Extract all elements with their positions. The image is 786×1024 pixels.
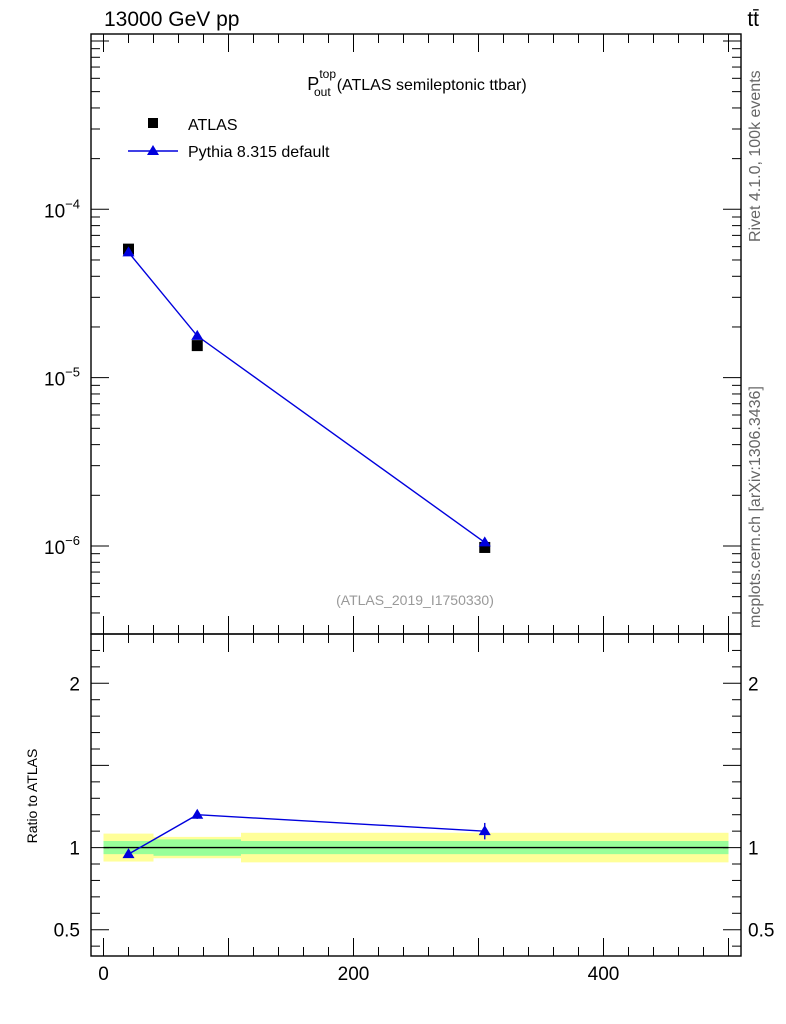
y-tick-label: 10−6: [44, 533, 80, 559]
main-panel: 10−4 10−5 10−6 Ptop out (ATLAS semileptonic …: [44, 33, 742, 635]
pythia-ratio-point: [122, 848, 135, 859]
pythia-point: [122, 246, 135, 257]
ratio-tick-label-right: 2: [748, 674, 759, 695]
ratio-tick-label-left: 0.5: [54, 921, 80, 942]
y-tick-label: 10−5: [44, 365, 80, 391]
final-state-label: tt̄: [747, 8, 759, 31]
pythia-ratio-point: [478, 825, 491, 836]
atlas-point: [191, 340, 203, 352]
legend: ATLAS Pythia 8.315 default: [128, 117, 330, 161]
chart-title: Ptop out (ATLAS semileptonic ttbar): [307, 67, 526, 99]
x-tick-label: 200: [338, 964, 370, 985]
ratio-panel: 2 2 1 1 0.5 0.5 Ratio to ATLAS: [24, 633, 774, 957]
legend-marker-atlas: [148, 118, 158, 128]
analysis-id-label: (ATLAS_2019_I1750330): [336, 592, 494, 608]
legend-label-atlas: ATLAS: [188, 117, 238, 134]
x-tick-labels: 0 200 400: [98, 34, 729, 985]
process-label: 13000 GeV pp: [104, 8, 240, 31]
ratio-tick-label-left: 1: [69, 839, 80, 860]
main-ticks: 10−4 10−5 10−6: [44, 40, 741, 635]
x-tick-label: 400: [588, 964, 620, 985]
atlas-point: [479, 541, 491, 553]
ratio-tick-label-right: 0.5: [748, 921, 774, 942]
y-tick-label: 10−4: [44, 196, 80, 222]
ratio-tick-label-left: 2: [69, 674, 80, 695]
ratio-axis-label: Ratio to ATLAS: [24, 749, 40, 844]
pythia-ratio-point: [191, 808, 204, 819]
ratio-data: [122, 808, 491, 859]
pythia-point: [478, 536, 491, 547]
legend-label-pythia: Pythia 8.315 default: [188, 144, 330, 161]
x-tick-label: 0: [98, 964, 109, 985]
pythia-line: [127, 251, 486, 543]
ratio-tick-label-right: 1: [748, 839, 759, 860]
ratio-ticks: 2 2 1 1 0.5 0.5: [54, 649, 774, 947]
legend-marker-pythia: [147, 145, 159, 155]
ratio-frame: [90, 633, 742, 957]
main-data: [122, 243, 491, 553]
pythia-point: [191, 329, 204, 340]
